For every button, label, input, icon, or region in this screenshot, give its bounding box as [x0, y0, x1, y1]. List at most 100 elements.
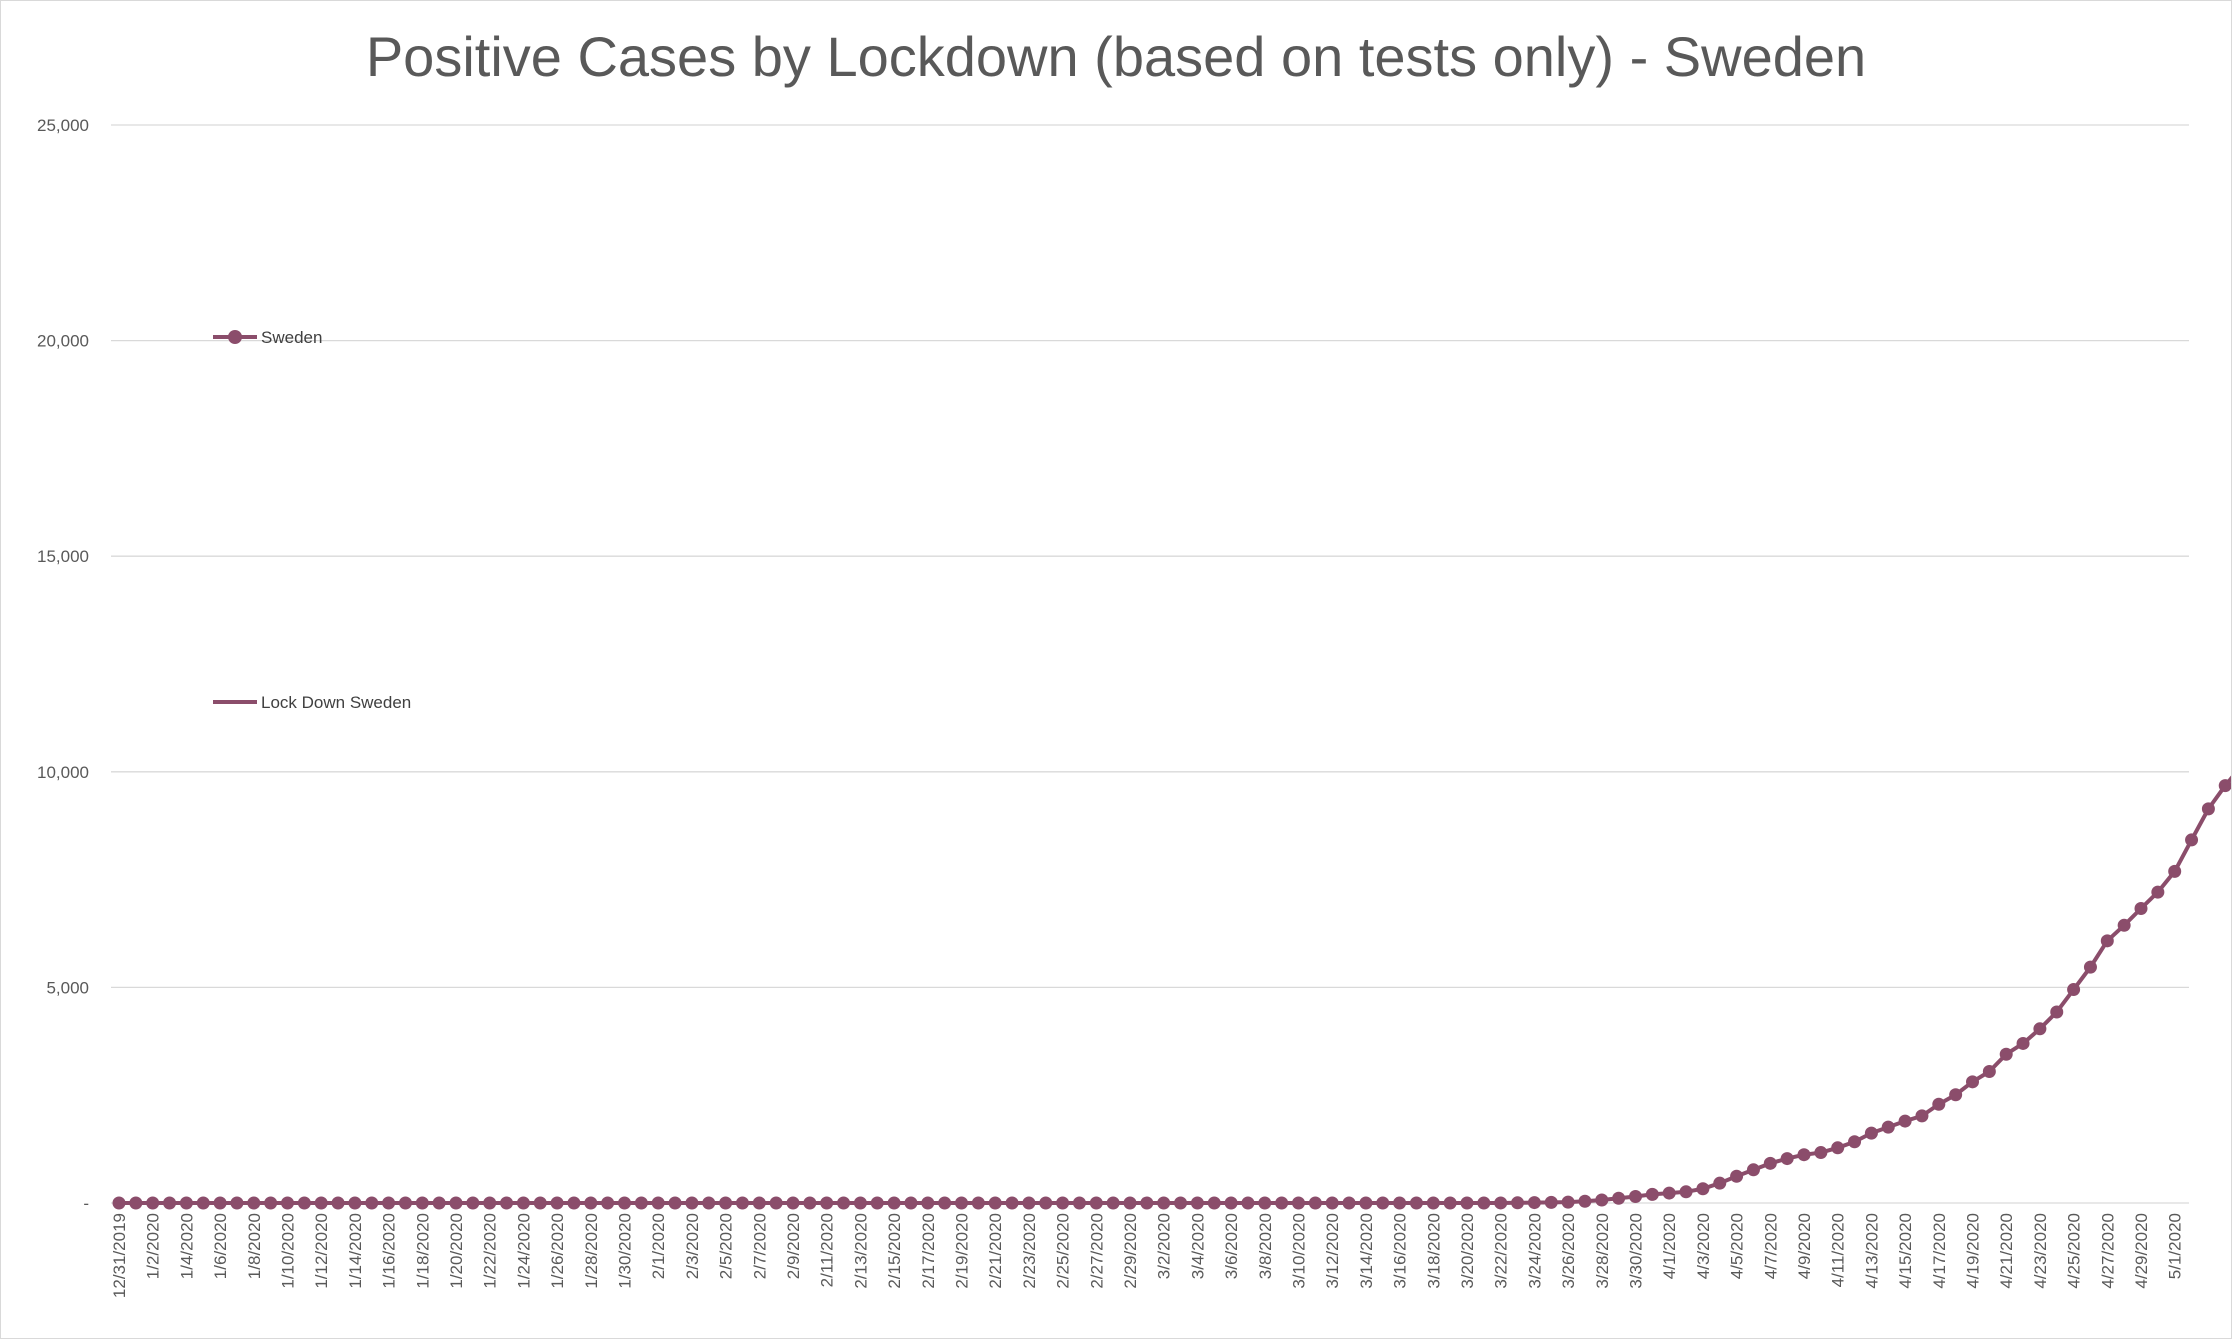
data-point — [1089, 1196, 1103, 1210]
x-tick-label: 3/10/2020 — [1290, 1213, 1309, 1289]
x-tick-label: 1/30/2020 — [616, 1213, 635, 1289]
data-point — [1746, 1163, 1760, 1177]
x-tick-label: 4/3/2020 — [1694, 1213, 1713, 1279]
data-point — [179, 1196, 193, 1210]
data-point — [1275, 1196, 1289, 1210]
data-point — [1797, 1148, 1811, 1162]
y-tick-label: 15,000 — [37, 547, 89, 566]
data-point — [264, 1196, 278, 1210]
data-point — [735, 1196, 749, 1210]
x-axis-tick-labels: 12/31/2019 1/2/2020 1/4/2020 1/6/2020 1/8/20… — [110, 1213, 2185, 1298]
data-point — [2185, 833, 2199, 847]
data-point — [1241, 1196, 1255, 1210]
data-point — [281, 1196, 294, 1210]
data-point — [584, 1196, 598, 1210]
data-point — [1898, 1114, 1912, 1128]
data-point — [550, 1196, 564, 1210]
x-tick-label: 4/13/2020 — [1862, 1213, 1881, 1289]
x-tick-label: 12/31/2019 — [110, 1213, 129, 1298]
data-point — [1443, 1196, 1457, 1210]
legend: Sweden Lock Down Sweden — [213, 328, 411, 712]
data-point — [887, 1196, 901, 1210]
data-point — [1477, 1196, 1491, 1210]
data-point — [1494, 1196, 1508, 1210]
data-point — [2100, 934, 2114, 948]
data-point — [2050, 1005, 2064, 1019]
data-point — [432, 1196, 446, 1210]
data-point — [516, 1196, 530, 1210]
data-point — [2134, 901, 2148, 915]
x-tick-label: 2/5/2020 — [717, 1213, 736, 1279]
data-point — [1662, 1186, 1676, 1200]
data-point — [1966, 1075, 1979, 1089]
data-point — [1022, 1196, 1036, 1210]
data-point — [2033, 1022, 2047, 1036]
data-point — [1123, 1196, 1137, 1210]
series-layer — [112, 775, 2231, 1210]
data-point — [196, 1196, 210, 1210]
x-tick-label: 4/23/2020 — [2031, 1213, 2050, 1289]
series-line-sweden — [119, 775, 2231, 1205]
data-point — [2117, 918, 2131, 932]
data-point — [365, 1196, 379, 1210]
data-point — [668, 1196, 682, 1210]
data-point — [1359, 1196, 1373, 1210]
data-point — [971, 1196, 985, 1210]
data-point — [1292, 1196, 1305, 1210]
data-point — [752, 1196, 766, 1210]
data-point — [314, 1196, 328, 1210]
data-point — [449, 1196, 463, 1210]
data-point — [1612, 1191, 1626, 1205]
x-tick-label: 3/28/2020 — [1593, 1213, 1612, 1289]
data-point — [1207, 1196, 1221, 1210]
x-tick-label: 4/11/2020 — [1829, 1213, 1848, 1287]
data-point — [129, 1196, 143, 1210]
chart-title: Positive Cases by Lockdown (based on tes… — [366, 25, 1866, 88]
y-tick-label: 10,000 — [37, 763, 89, 782]
data-point — [1190, 1196, 1204, 1210]
x-tick-label: 3/4/2020 — [1188, 1213, 1207, 1279]
data-point — [1426, 1196, 1440, 1210]
data-point — [1999, 1047, 2013, 1061]
data-point — [348, 1196, 362, 1210]
data-point — [988, 1196, 1002, 1210]
x-tick-label: 4/1/2020 — [1660, 1213, 1679, 1279]
data-point — [938, 1196, 952, 1210]
x-tick-label: 1/18/2020 — [413, 1213, 432, 1289]
x-tick-label: 3/20/2020 — [1458, 1213, 1477, 1289]
x-tick-label: 2/3/2020 — [683, 1213, 702, 1279]
data-point — [415, 1196, 429, 1210]
data-point — [1393, 1196, 1407, 1210]
data-point — [769, 1196, 783, 1210]
data-point — [1932, 1097, 1946, 1111]
data-point — [904, 1196, 918, 1210]
data-point — [1645, 1187, 1659, 1201]
x-tick-label: 4/9/2020 — [1795, 1213, 1814, 1279]
legend-label: Lock Down Sweden — [261, 693, 411, 712]
x-tick-label: 4/5/2020 — [1728, 1213, 1747, 1279]
data-point — [1544, 1195, 1558, 1209]
data-point — [2016, 1036, 2030, 1050]
data-point — [1527, 1196, 1541, 1210]
data-point — [1848, 1135, 1862, 1149]
data-point — [1696, 1182, 1710, 1196]
x-tick-label: 3/12/2020 — [1323, 1213, 1342, 1289]
x-tick-label: 1/24/2020 — [514, 1213, 533, 1289]
data-point — [685, 1196, 699, 1210]
x-tick-label: 3/18/2020 — [1424, 1213, 1443, 1289]
data-point — [1409, 1196, 1423, 1210]
data-point — [1814, 1146, 1828, 1160]
data-point — [1763, 1156, 1777, 1170]
x-tick-label: 4/21/2020 — [1997, 1213, 2016, 1289]
y-tick-label: - — [83, 1194, 89, 1213]
data-point — [1881, 1120, 1895, 1134]
x-tick-label: 1/4/2020 — [177, 1213, 196, 1279]
data-point — [870, 1196, 884, 1210]
data-point — [853, 1196, 867, 1210]
x-tick-label: 2/11/2020 — [818, 1213, 837, 1287]
data-point — [500, 1196, 514, 1210]
data-point — [601, 1196, 615, 1210]
x-tick-label: 3/2/2020 — [1155, 1213, 1174, 1279]
data-point — [1915, 1109, 1929, 1123]
